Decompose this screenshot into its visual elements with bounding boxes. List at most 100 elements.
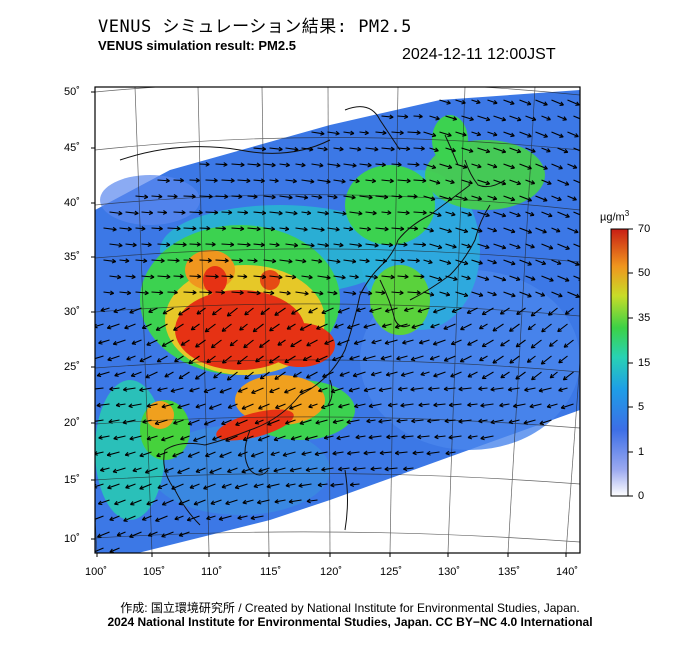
wind-arrow [538, 387, 552, 392]
wind-arrow [235, 419, 248, 426]
wind-arrow [455, 195, 468, 201]
wind-arrow-head [141, 228, 146, 231]
wind-arrow [321, 307, 334, 314]
wind-arrow-head [565, 313, 570, 315]
wind-arrow-head [557, 330, 562, 333]
wind-arrow-head [403, 244, 408, 247]
wind-arrow-head [352, 466, 357, 470]
wind-arrow-head [219, 453, 223, 458]
wind-arrow-head [417, 434, 422, 438]
wind-arrow [349, 243, 362, 247]
wind-arrow-head [172, 452, 176, 457]
wind-arrow-head [284, 358, 288, 363]
wind-arrow-head [241, 468, 245, 473]
wind-arrow-head [144, 290, 149, 294]
wind-arrow-head [156, 358, 160, 362]
wind-arrow [327, 259, 341, 263]
wind-arrow-head [333, 194, 338, 198]
wind-arrow-head [528, 165, 532, 169]
wind-arrow-head [173, 289, 178, 294]
wind-arrow [301, 147, 314, 151]
wind-arrow [400, 403, 414, 407]
wind-arrow [548, 307, 558, 316]
wind-arrow [263, 227, 275, 230]
wind-arrow [253, 243, 265, 246]
wind-arrow-head [389, 178, 394, 182]
wind-arrow-head [368, 197, 373, 200]
wind-arrow [444, 387, 456, 390]
wind-arrow-head [576, 261, 580, 266]
wind-arrow-head [299, 389, 303, 393]
wind-arrow-head [427, 420, 432, 424]
wind-arrow-head [415, 260, 420, 263]
wind-arrow-head [227, 468, 231, 473]
wind-arrow-head [416, 290, 421, 294]
wind-arrow-head [221, 486, 227, 489]
wind-arrow-head [420, 146, 425, 150]
colorbar [610, 228, 629, 497]
wind-arrow-head [400, 226, 405, 230]
wind-arrow-head [395, 326, 400, 329]
wind-arrow [327, 291, 338, 294]
wind-arrow-head [315, 422, 320, 425]
wind-arrow [135, 291, 149, 294]
wind-arrow-head [333, 290, 338, 294]
wind-arrow [363, 451, 376, 454]
wind-arrow [362, 355, 376, 361]
wind-arrow-head [336, 435, 341, 439]
wind-arrow [395, 451, 408, 454]
wind-arrow-head [213, 178, 218, 182]
wind-arrow-head [335, 130, 340, 135]
wind-arrow-head [208, 196, 213, 199]
wind-arrow-head [289, 405, 293, 410]
wind-arrow [368, 403, 382, 407]
wind-arrow [215, 163, 228, 166]
wind-arrow [195, 371, 206, 380]
wind-arrow-head [228, 210, 233, 214]
wind-arrow [332, 355, 344, 361]
wind-arrow-head [124, 451, 129, 456]
wind-arrow-head [527, 232, 532, 234]
wind-arrow-head [230, 180, 235, 183]
wind-arrow-head [527, 296, 532, 298]
wind-arrow-head [191, 194, 196, 198]
wind-arrow-head [384, 194, 389, 198]
wind-arrow-head [557, 228, 561, 232]
wind-arrow-head [564, 148, 569, 153]
wind-arrow-head [549, 342, 552, 347]
wind-arrow-head [404, 310, 409, 313]
wind-arrow [531, 371, 542, 381]
wind-arrow [269, 211, 283, 215]
wind-arrow [205, 179, 218, 182]
wind-arrow-head [205, 330, 210, 333]
wind-arrow-head [566, 277, 570, 282]
wind-arrow [273, 435, 286, 441]
wind-arrow [349, 355, 360, 360]
wind-arrow-head [485, 244, 490, 249]
coastlines [119, 106, 506, 531]
wind-arrow [525, 243, 535, 248]
wind-arrow-head [560, 404, 565, 409]
wind-arrow-head [378, 421, 383, 424]
wind-arrow-head [458, 418, 463, 423]
wind-arrow [95, 355, 104, 360]
wind-arrow-head [559, 165, 563, 169]
wind-arrow [567, 99, 580, 106]
wind-arrow-head [229, 341, 233, 346]
wind-arrow [146, 435, 158, 440]
wind-arrow-head [237, 452, 242, 456]
wind-arrow [315, 355, 328, 362]
wind-arrow-head [476, 102, 481, 105]
wind-arrow-head [478, 295, 483, 297]
wind-arrow-head [156, 452, 160, 457]
wind-arrow-head [187, 519, 192, 522]
wind-arrow [135, 195, 148, 198]
wind-arrow-head [402, 339, 406, 344]
wind-arrow [384, 339, 398, 344]
wind-arrow-head [430, 292, 435, 296]
wind-arrow [206, 515, 216, 520]
wind-arrow-head [203, 485, 207, 490]
wind-arrow-head [270, 451, 275, 456]
wind-arrow-head [337, 341, 341, 345]
wind-arrow-head [155, 517, 159, 522]
